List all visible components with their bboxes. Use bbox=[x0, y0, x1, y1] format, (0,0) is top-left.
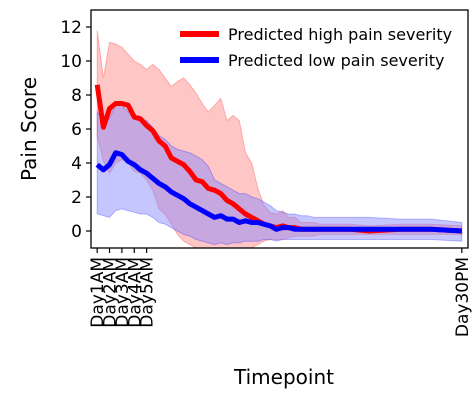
legend-label-0: Predicted high pain severity bbox=[228, 25, 452, 44]
y-tick-label: 6 bbox=[71, 120, 82, 140]
legend-label-1: Predicted low pain severity bbox=[228, 51, 445, 70]
line-series-1 bbox=[95, 150, 462, 234]
y-axis-label: Pain Score bbox=[17, 77, 41, 181]
y-tick-label: 4 bbox=[71, 154, 82, 174]
y-tick-label: 0 bbox=[71, 222, 82, 242]
x-axis-label: Timepoint bbox=[233, 365, 334, 389]
y-tick-label: 2 bbox=[71, 188, 82, 208]
x-tick-label: Day30PM bbox=[453, 257, 473, 337]
x-tick-label: Day1AM bbox=[88, 257, 108, 328]
y-axis: 0 2 4 6 8 10 12 bbox=[60, 18, 91, 242]
x-tick-label: Day3AM bbox=[113, 257, 133, 328]
y-tick-label: 10 bbox=[60, 52, 82, 72]
confidence-bands bbox=[96, 30, 463, 248]
y-tick-label: 8 bbox=[71, 86, 82, 106]
x-tick-label: Day2AM bbox=[101, 257, 121, 328]
series-lines bbox=[94, 84, 462, 234]
legend: Predicted high pain severity Predicted lo… bbox=[180, 25, 452, 70]
x-tick-label: Day5AM bbox=[138, 257, 158, 328]
x-tick-label: Day4AM bbox=[125, 257, 145, 328]
y-tick-label: 12 bbox=[60, 18, 82, 38]
band-series-1 bbox=[96, 102, 463, 246]
band-series-0 bbox=[96, 30, 463, 248]
